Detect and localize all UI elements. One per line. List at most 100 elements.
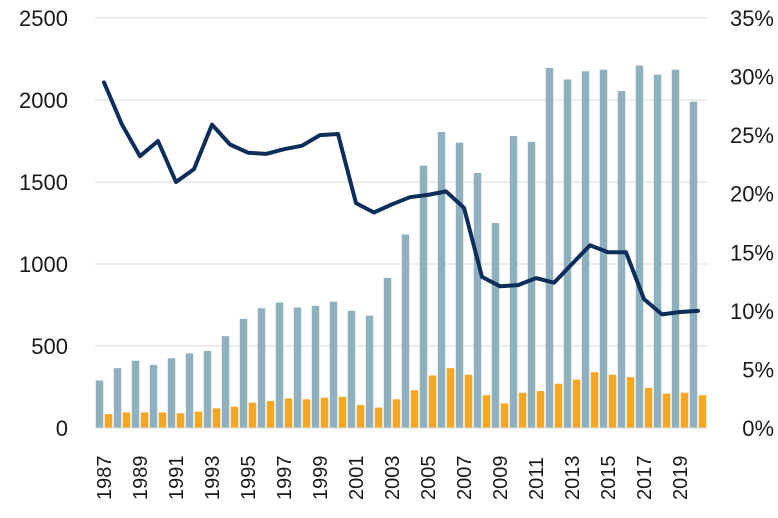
bar-series-b <box>194 411 203 428</box>
y-tick-label: 500 <box>31 334 68 359</box>
y2-tick-label: 5% <box>742 357 774 382</box>
bar-series-a <box>671 69 680 428</box>
bar-series-b <box>572 379 581 428</box>
bar-series-b <box>518 392 527 428</box>
bar-series-a <box>311 305 320 428</box>
bar-series-a <box>473 172 482 428</box>
bar-series-b <box>302 399 311 428</box>
x-tick-label: 2007 <box>454 456 476 501</box>
x-tick-label: 2015 <box>598 456 620 501</box>
bar-series-b <box>554 383 563 428</box>
gridlines <box>95 17 707 347</box>
y2-tick-label: 25% <box>730 123 774 148</box>
bar-series-a <box>419 165 428 428</box>
bar-series-a <box>347 310 356 428</box>
x-tick-label: 1991 <box>166 456 188 501</box>
bar-series-a <box>203 350 212 428</box>
bar-series-b <box>500 403 509 428</box>
bar-series-b <box>446 368 455 428</box>
x-tick-label: 1995 <box>238 456 260 501</box>
x-tick-label: 2009 <box>490 456 512 501</box>
bar-series-a <box>365 315 374 428</box>
y2-tick-label: 20% <box>730 182 774 207</box>
bar-series-b <box>338 396 347 428</box>
x-tick-label: 2013 <box>562 456 584 501</box>
bar-series-b <box>662 393 671 428</box>
y2-tick-label: 10% <box>730 299 774 324</box>
bar-series-a <box>617 90 626 428</box>
bar-series-a <box>131 360 140 428</box>
x-tick-label: 2019 <box>670 456 692 501</box>
bar-series-b <box>374 407 383 428</box>
bar-series-a <box>329 301 338 428</box>
line-series-c <box>102 80 700 317</box>
x-axis: 1987 1989 1991 1993 1995 1997 1999 2001 2003 2005… <box>94 427 707 501</box>
y-axis-left: 0 500 1000 1500 2000 2500 <box>19 6 68 441</box>
bar-series-a <box>455 142 464 428</box>
bar-series-b <box>248 402 257 428</box>
y-axis-right: 0% 5% 10% 15% 20% 25% 30% 35% <box>730 6 774 441</box>
bar-series-a <box>113 368 122 428</box>
bar-series-b <box>284 398 293 428</box>
bar-series-a <box>185 353 194 428</box>
bar-series-a <box>293 307 302 428</box>
bar-series-b <box>680 392 689 428</box>
bar-series-a <box>527 141 536 428</box>
bar-series-a <box>509 136 518 428</box>
bar-series-a <box>221 336 230 428</box>
bar-series-b <box>536 391 545 428</box>
bar-series-a <box>689 101 698 428</box>
bar-series-b <box>626 377 635 428</box>
x-tick-label: 1997 <box>274 456 296 501</box>
bar-series-b <box>644 387 653 428</box>
bar-series-b <box>176 413 185 428</box>
x-tick-label: 2005 <box>418 456 440 501</box>
bar-series-b <box>698 395 707 428</box>
y2-tick-label: 35% <box>730 6 774 31</box>
y-tick-label: 2500 <box>19 6 68 31</box>
x-tick-label: 1999 <box>310 456 332 501</box>
bar-series-a <box>257 308 266 428</box>
x-tick-label: 2017 <box>634 456 656 501</box>
x-tick-label: 2003 <box>382 456 404 501</box>
bar-series-b <box>140 412 149 428</box>
bar-series-b <box>122 412 131 428</box>
bar-series-a <box>95 380 104 428</box>
bar-series-a <box>167 358 176 428</box>
line-series <box>102 80 700 317</box>
y-tick-label: 1500 <box>19 170 68 195</box>
bar-series-a <box>437 131 446 429</box>
bar-series-b <box>104 414 113 428</box>
bar-series-a <box>275 302 284 428</box>
y-tick-label: 2000 <box>19 88 68 113</box>
bar-series-b <box>482 395 491 428</box>
bar-series-b <box>392 399 401 428</box>
y-tick-label: 1000 <box>19 252 68 277</box>
bar-series-b <box>320 397 329 428</box>
bar-series-a <box>635 65 644 428</box>
y2-tick-label: 15% <box>730 240 774 265</box>
bar-series-a <box>239 318 248 428</box>
bar-series-b <box>212 408 221 428</box>
bar-series-b <box>356 405 365 428</box>
y2-tick-label: 30% <box>730 65 774 90</box>
x-tick-label: 1987 <box>94 456 116 501</box>
bar-series-a <box>545 68 554 429</box>
bar-series-b <box>158 412 167 428</box>
y-tick-label: 0 <box>56 416 68 441</box>
x-tick-label: 2001 <box>346 456 368 501</box>
bar-series-b <box>266 400 275 428</box>
bar-series-b <box>230 406 239 428</box>
bar-series-b <box>608 374 617 428</box>
bar-series-a <box>491 223 500 428</box>
bars <box>95 65 707 429</box>
bar-series-a <box>383 277 392 428</box>
bar-series-a <box>401 234 410 428</box>
x-tick-label: 1993 <box>202 456 224 501</box>
bar-series-b <box>410 390 419 428</box>
y2-tick-label: 0% <box>742 416 774 441</box>
bar-series-b <box>464 374 473 428</box>
bar-series-b <box>428 375 437 428</box>
x-tick-label: 1989 <box>130 456 152 501</box>
